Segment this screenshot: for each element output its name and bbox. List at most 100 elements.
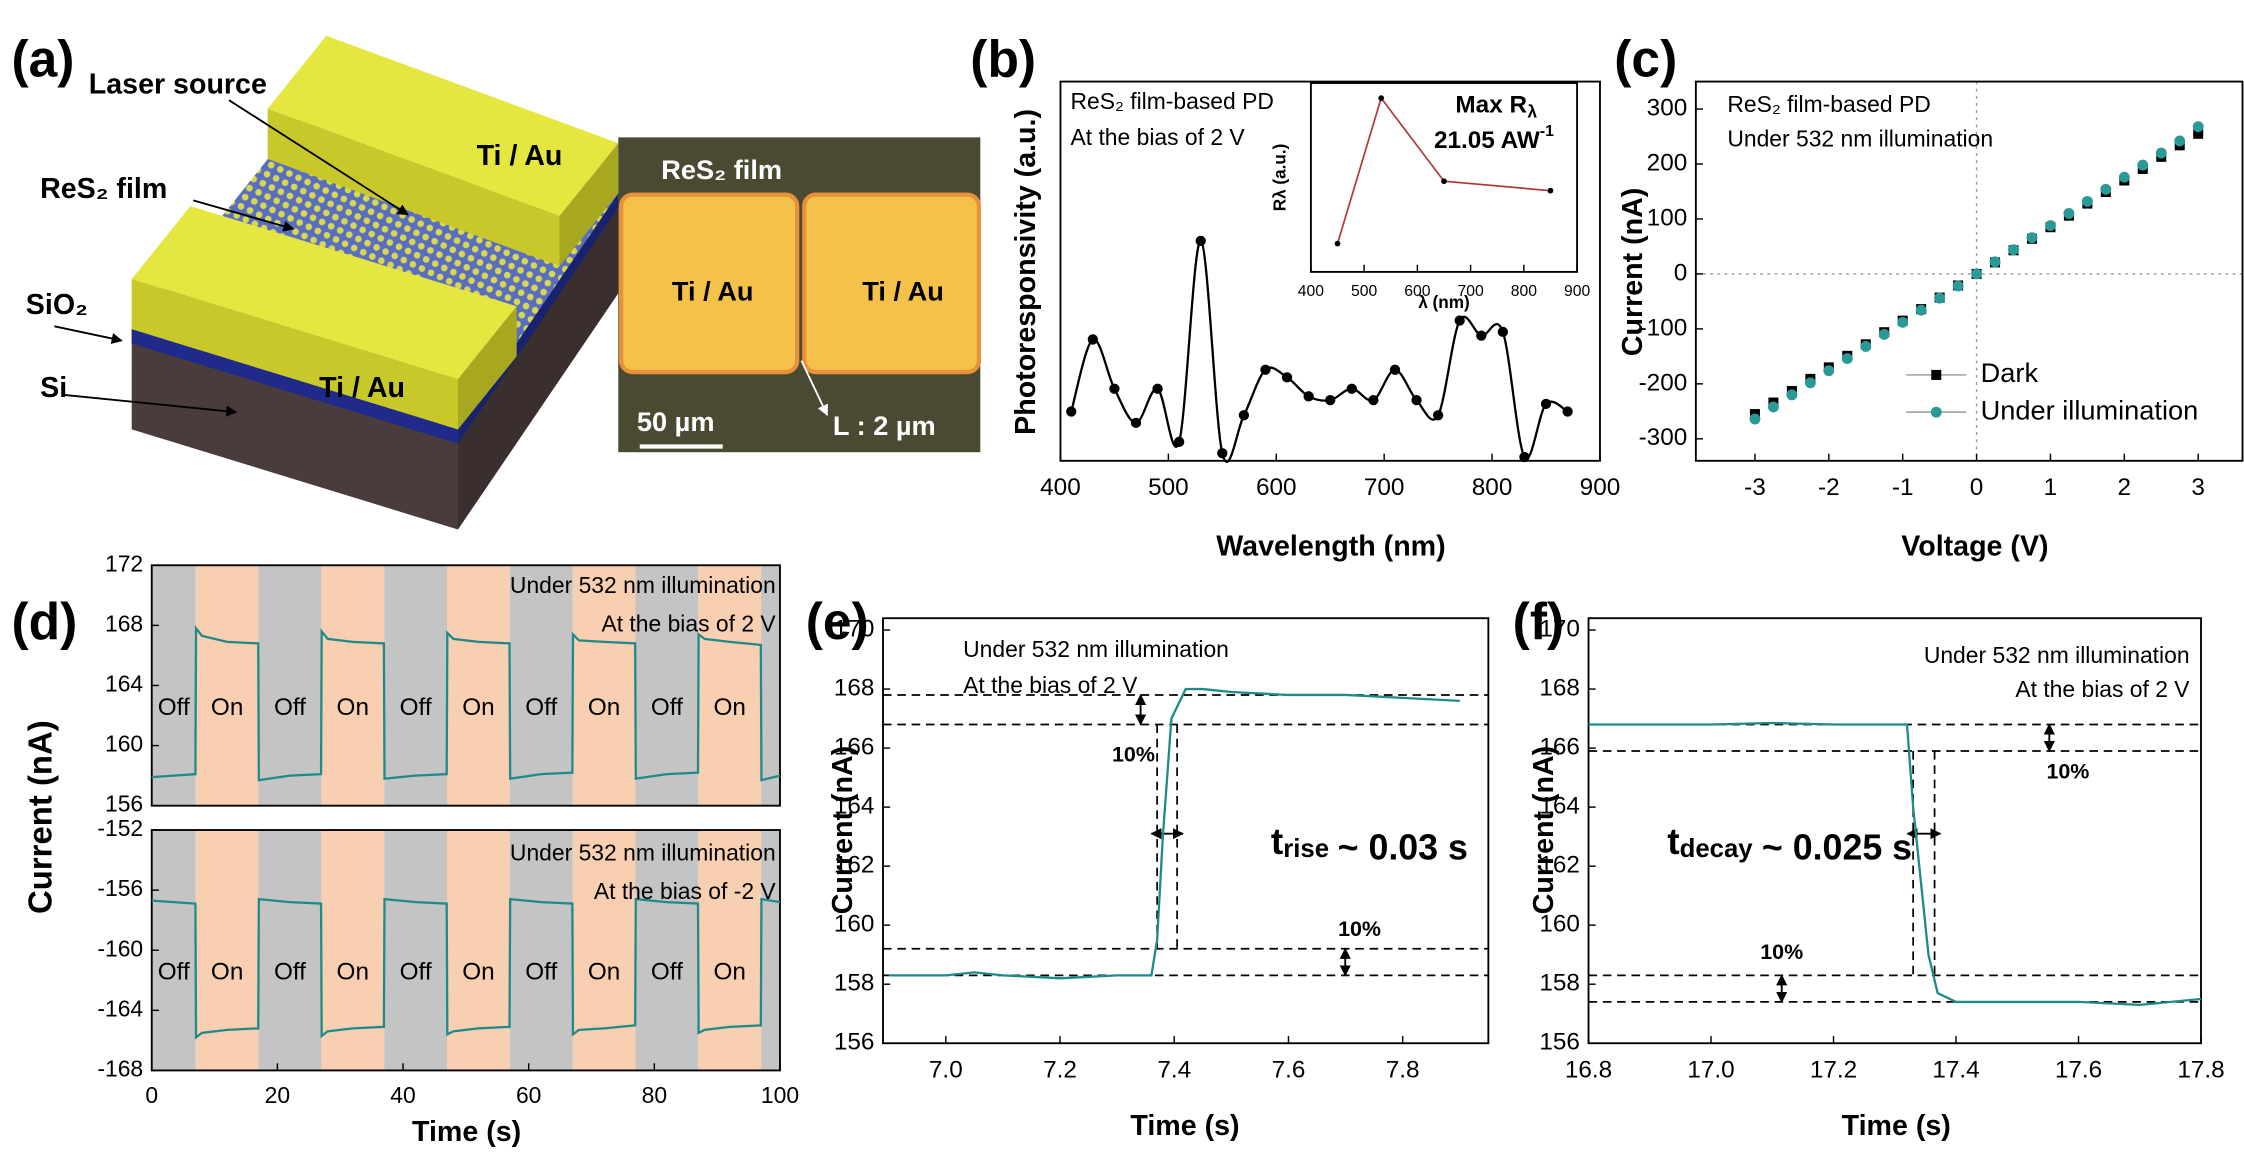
panel-label: (c) <box>1614 30 1677 88</box>
panel-label: (e) <box>806 592 869 650</box>
state-label: On <box>337 959 369 986</box>
chart: -3 -2 -1 0 1 2 3 -300 -200 -100 0 100 200 300 Voltage … <box>1617 80 2244 563</box>
point <box>1915 304 1927 316</box>
x-tick-label: 40 <box>390 1082 415 1108</box>
micrograph-label: Ti / Au <box>862 276 944 307</box>
x-axis-label: Voltage (V) <box>1901 531 2048 563</box>
point <box>2155 147 2167 159</box>
y-tick-label: -300 <box>1639 424 1688 451</box>
electrode-pad <box>802 192 982 375</box>
point <box>1281 372 1293 383</box>
y-axis-label: Current (nA) <box>1528 746 1560 914</box>
panel-a-device: Laser source ReS₂ film SiO₂ Si Ti / Au T… <box>26 35 619 530</box>
back-electrode-front <box>267 108 560 267</box>
point <box>1368 394 1379 406</box>
point <box>1378 95 1385 101</box>
point <box>1325 394 1336 406</box>
annotation: 21.05 AW <box>1434 127 1540 154</box>
point <box>1389 364 1401 375</box>
annotation: At the bias of 2 V <box>2015 676 2190 702</box>
state-band <box>572 830 636 1071</box>
y-tick-label: 160 <box>834 911 875 938</box>
annotation: ReS₂ film-based PD <box>1070 88 1273 114</box>
point <box>2081 195 2093 207</box>
state-label: Off <box>525 959 557 986</box>
point <box>1823 365 1835 377</box>
x-tick-label: 17.8 <box>2177 1056 2224 1083</box>
state-label: Off <box>651 959 683 986</box>
state-band <box>698 830 762 1071</box>
y-tick-label: 160 <box>105 731 143 757</box>
point <box>1087 334 1098 345</box>
point <box>1860 341 1872 352</box>
x-tick-label: 2 <box>2118 474 2132 501</box>
point <box>2100 183 2112 195</box>
state-label: On <box>211 694 243 721</box>
legend-marker <box>1931 369 1942 380</box>
state-band <box>509 565 573 806</box>
y-tick-label: 168 <box>105 610 143 636</box>
data-line <box>1588 721 2202 1007</box>
point <box>1971 268 1983 280</box>
state-label: Off <box>158 959 190 986</box>
annotation: 10% <box>1112 742 1155 766</box>
y-tick-label: -200 <box>1639 369 1688 396</box>
state-band <box>384 830 448 1071</box>
state-band <box>195 830 259 1071</box>
front-electrode-top <box>131 206 517 380</box>
electrode-pad <box>618 192 800 375</box>
point <box>1109 383 1120 394</box>
point <box>2193 128 2204 139</box>
point <box>1195 235 1206 246</box>
x-tick-label: 700 <box>1457 283 1484 300</box>
plot-frame <box>1587 617 2202 1045</box>
x-tick-label: 3 <box>2191 474 2205 501</box>
state-label: On <box>462 694 494 721</box>
micrograph-label: L : 2 µm <box>833 410 936 441</box>
y-tick-label: 168 <box>1539 674 1580 701</box>
panel-label: (d) <box>12 592 78 650</box>
state-band <box>321 830 385 1071</box>
point <box>1303 391 1314 402</box>
point <box>2192 121 2204 133</box>
x-tick-label: 600 <box>1404 283 1431 300</box>
x-axis-label: Time (s) <box>412 1116 521 1148</box>
point <box>1878 328 1890 340</box>
data-line <box>1070 239 1569 463</box>
y-tick-label: -152 <box>97 815 143 841</box>
point <box>2045 220 2056 232</box>
state-band <box>151 830 196 1071</box>
point <box>1989 256 2001 268</box>
point <box>1497 326 1509 338</box>
annotation: Under 532 nm illumination <box>1727 125 1993 151</box>
point <box>1519 451 1530 463</box>
panel-label: (b) <box>970 30 1036 88</box>
state-band <box>195 565 259 806</box>
y-tick-label: 172 <box>105 550 143 576</box>
x-tick-label: 800 <box>1472 474 1513 501</box>
state-label: On <box>211 959 243 986</box>
point <box>1749 413 1761 425</box>
y-tick-label: 156 <box>834 1029 875 1056</box>
annotation: ReS₂ film-based PD <box>1727 91 1930 117</box>
point <box>1540 398 1552 410</box>
legend-label: Under illumination <box>1981 394 2199 425</box>
x-axis-label: λ (nm) <box>1418 292 1469 312</box>
state-label: On <box>588 694 620 721</box>
back-electrode-side <box>559 143 619 267</box>
annotation: ~ 0.025 s <box>1762 828 1912 868</box>
x-tick-label: 7.8 <box>1386 1056 1420 1083</box>
data-line <box>151 897 781 1040</box>
point <box>1238 410 1250 421</box>
chart: 7.0 7.2 7.4 7.6 7.8 156 158 160 162 164 166 168 170 T… <box>827 615 1490 1142</box>
x-tick-label: 700 <box>1364 474 1405 501</box>
data-line <box>1336 96 1551 244</box>
front-electrode-front <box>131 279 458 430</box>
state-label: Off <box>274 959 306 986</box>
point <box>1152 383 1163 394</box>
legend-marker <box>1930 406 1942 418</box>
annotation: At the bias of 2 V <box>1070 124 1245 150</box>
point <box>1897 316 1909 328</box>
